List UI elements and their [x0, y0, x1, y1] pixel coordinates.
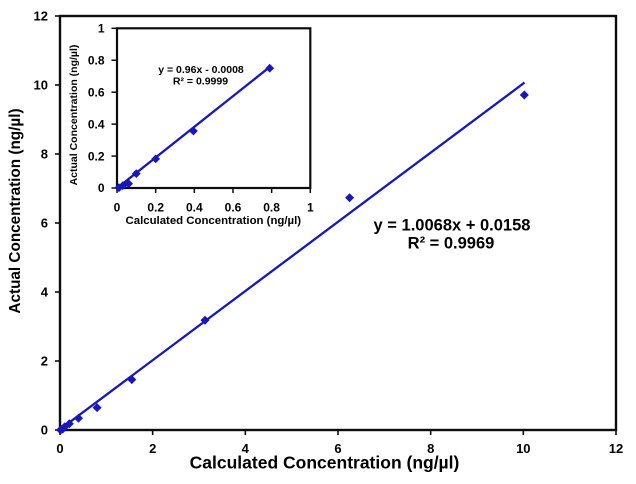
svg-text:Calculated Concentration (ng/µ: Calculated Concentration (ng/µl) [126, 215, 302, 227]
svg-text:0: 0 [114, 201, 121, 215]
svg-text:12: 12 [34, 9, 48, 24]
svg-text:12: 12 [609, 441, 623, 456]
svg-text:0.6: 0.6 [88, 85, 105, 99]
svg-text:4: 4 [242, 441, 250, 456]
svg-text:0: 0 [41, 423, 48, 438]
svg-text:2: 2 [41, 354, 48, 369]
svg-text:R² = 0.9999: R² = 0.9999 [173, 76, 228, 88]
svg-text:Actual Concentration (ng/µl): Actual Concentration (ng/µl) [68, 45, 80, 186]
svg-text:0.8: 0.8 [88, 53, 105, 67]
svg-text:6: 6 [41, 216, 48, 231]
svg-text:8: 8 [41, 147, 48, 162]
svg-text:0.8: 0.8 [263, 201, 280, 215]
svg-text:0: 0 [56, 441, 63, 456]
svg-text:Calculated Concentration (ng/µ: Calculated Concentration (ng/µl) [190, 452, 460, 472]
svg-text:0.6: 0.6 [225, 201, 242, 215]
svg-text:Actual Concentration (ng/µl): Actual Concentration (ng/µl) [7, 108, 24, 313]
svg-text:10: 10 [516, 441, 530, 456]
svg-text:1: 1 [98, 22, 105, 36]
svg-text:10: 10 [34, 78, 48, 93]
svg-text:0.4: 0.4 [88, 117, 105, 131]
svg-text:0: 0 [98, 181, 105, 195]
svg-text:4: 4 [41, 285, 49, 300]
svg-text:R² = 0.9969: R² = 0.9969 [408, 235, 495, 253]
svg-text:8: 8 [427, 441, 434, 456]
svg-text:0.2: 0.2 [147, 201, 164, 215]
svg-text:1: 1 [307, 201, 314, 215]
svg-text:y = 1.0068x + 0.0158: y = 1.0068x + 0.0158 [374, 217, 531, 235]
svg-text:y = 0.96x - 0.0008: y = 0.96x - 0.0008 [158, 64, 244, 76]
svg-text:0.4: 0.4 [186, 201, 203, 215]
svg-text:2: 2 [149, 441, 156, 456]
svg-text:6: 6 [334, 441, 341, 456]
svg-text:0.2: 0.2 [88, 149, 105, 163]
